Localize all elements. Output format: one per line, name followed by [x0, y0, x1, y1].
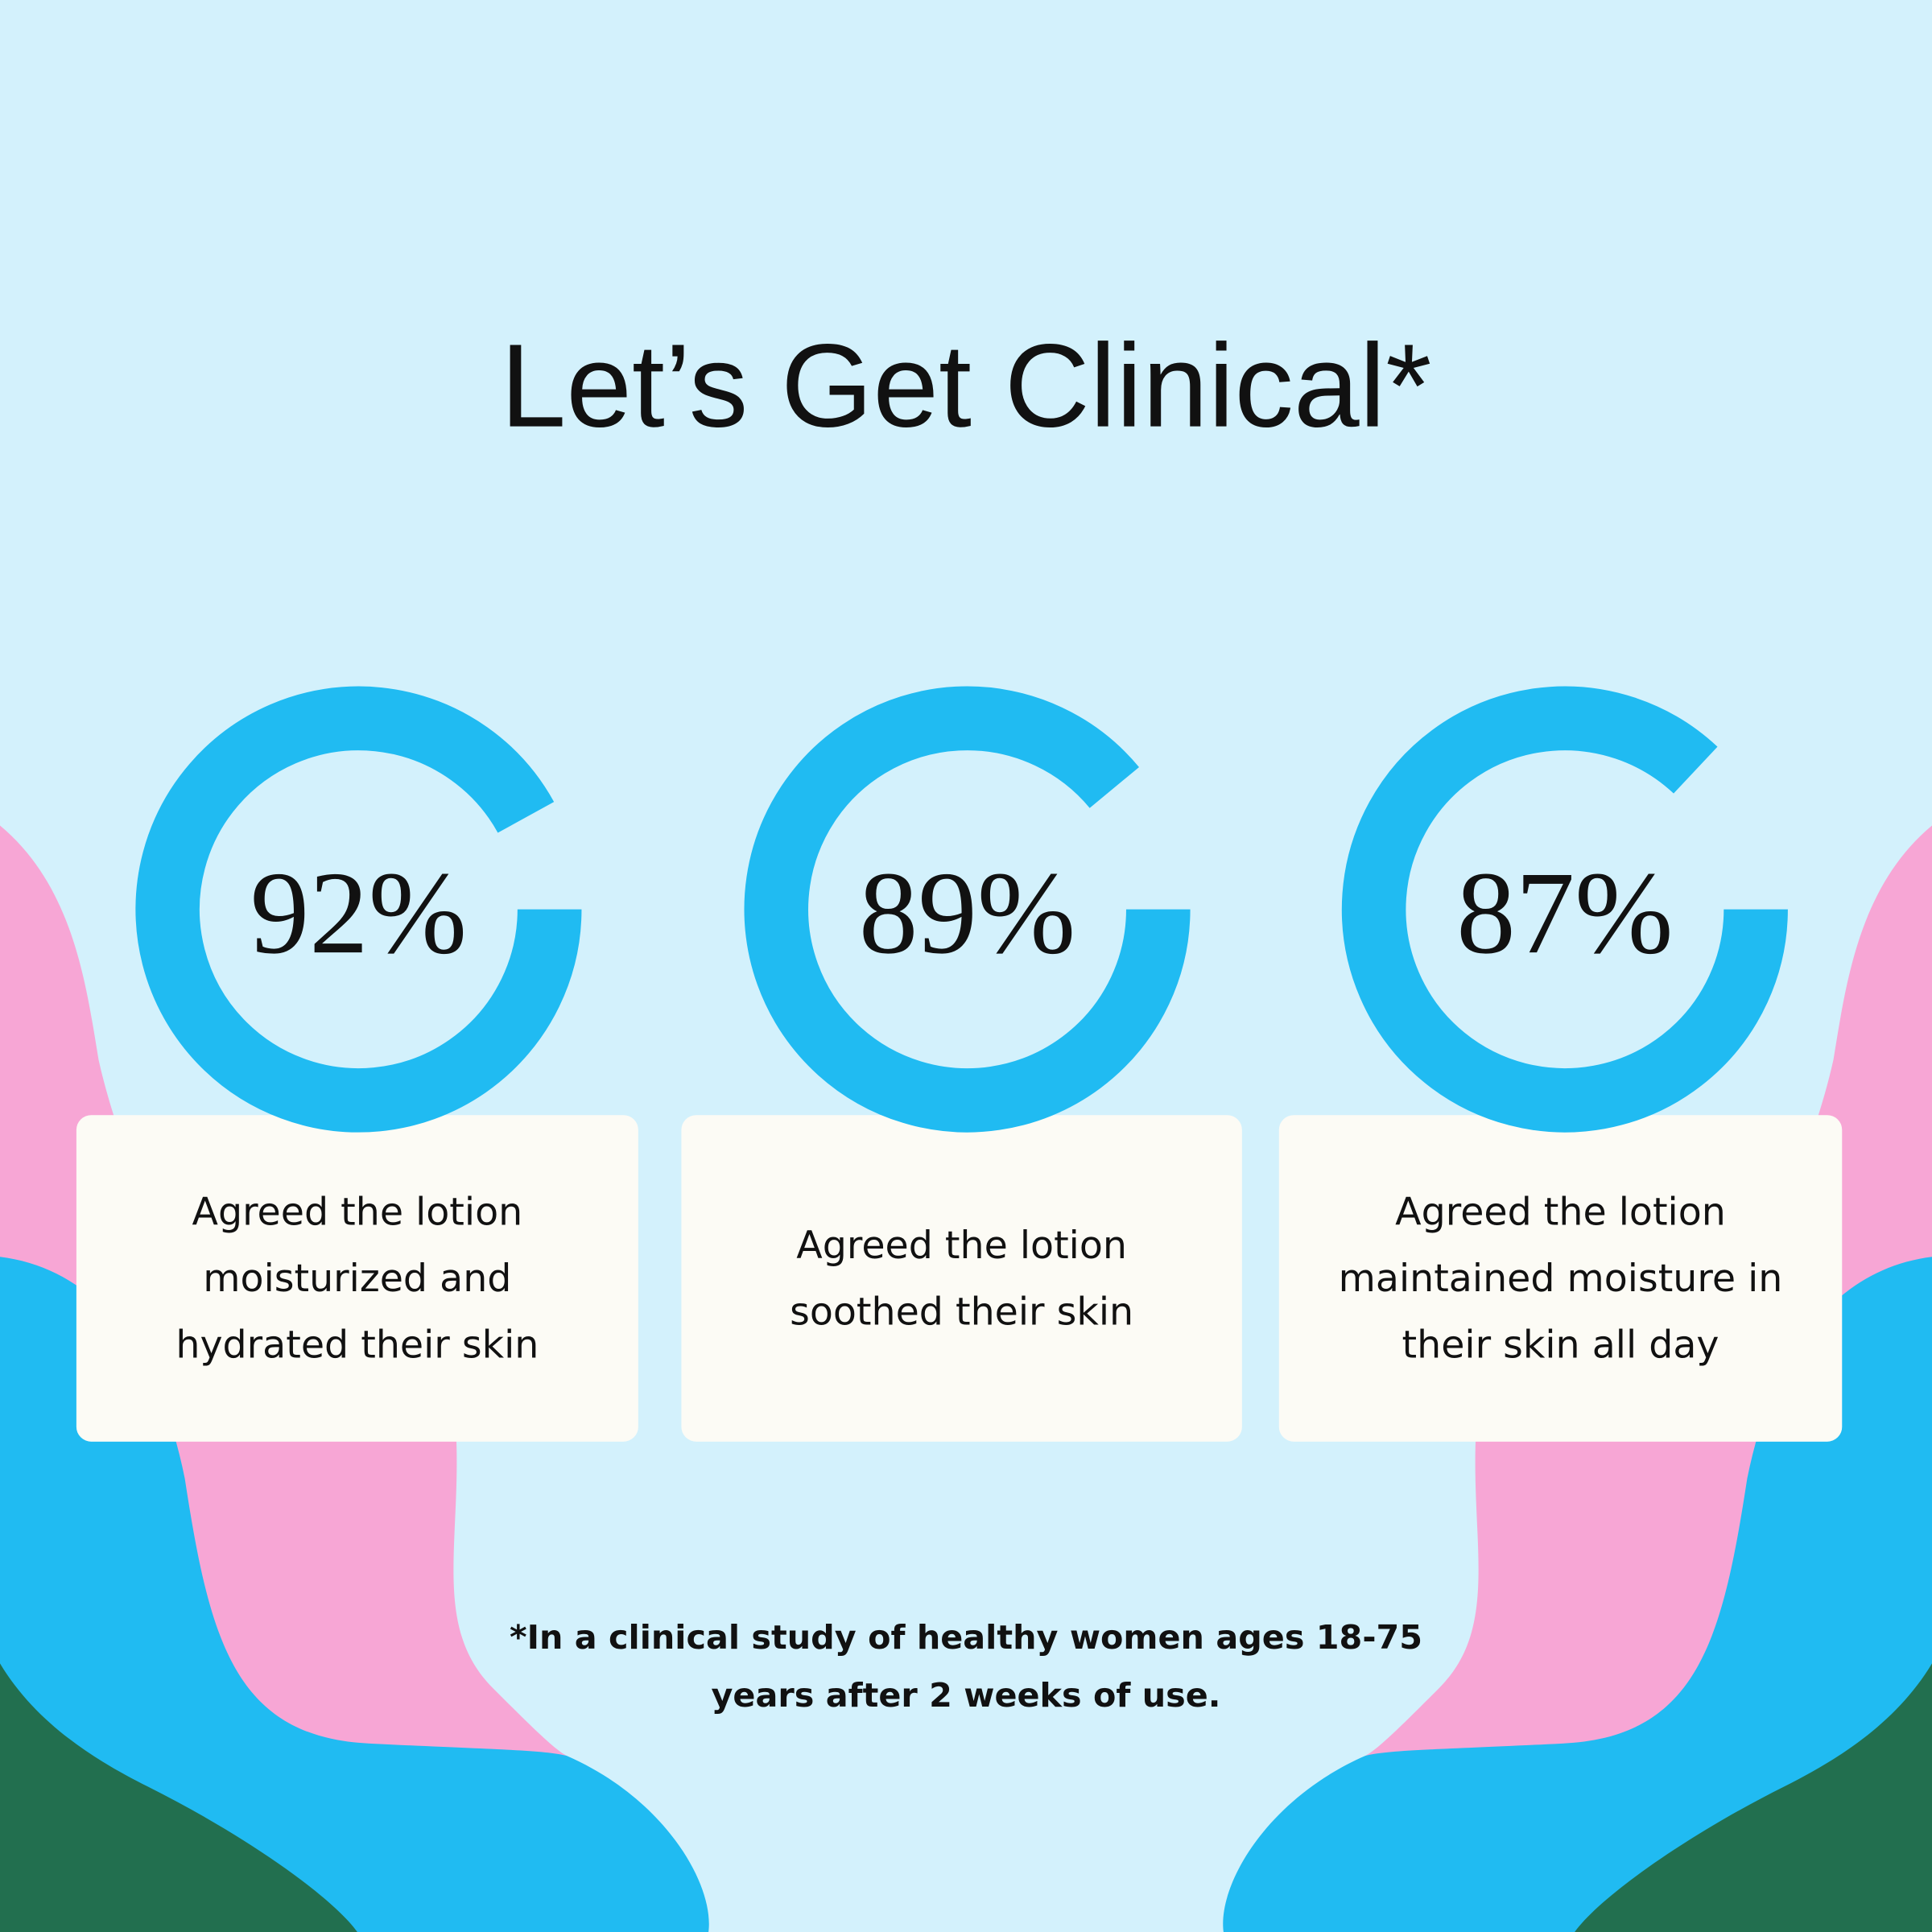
note-box: *In a clinical study of healthy women ag…	[509, 1619, 1422, 1715]
card-text-box: Agreed the lotion moisturized and hydrat…	[175, 1189, 539, 1368]
title: Let’s Get Clinical*	[501, 320, 1432, 452]
green-blob	[1575, 1663, 1932, 1932]
percent-label: 87%	[1456, 847, 1673, 978]
percent-label: 89%	[859, 847, 1075, 978]
green-blob	[0, 1663, 357, 1932]
percent-label: 92%	[250, 847, 467, 978]
card	[76, 1115, 638, 1442]
footnote: *In a clinical study of healthy women ag…	[509, 1619, 1422, 1715]
card-text-box: Agreed the lotion maintained moisture in…	[1338, 1189, 1783, 1368]
right-decoration	[1223, 825, 1932, 1932]
card	[681, 1115, 1242, 1442]
card-text: Agreed the lotion soothed their skin	[790, 1223, 1134, 1334]
card-text-box: Agreed the lotion soothed their skin	[790, 1223, 1134, 1334]
progress-ring	[1341, 686, 1788, 1133]
blue-blob	[1223, 1257, 1932, 1932]
left-decoration	[0, 825, 709, 1932]
blue-blob	[0, 1257, 709, 1932]
progress-ring	[744, 686, 1191, 1133]
card-text: Agreed the lotion maintained moisture in…	[1338, 1189, 1783, 1368]
card	[1278, 1115, 1843, 1442]
progress-ring	[135, 686, 582, 1133]
card-text: Agreed the lotion moisturized and hydrat…	[175, 1189, 539, 1368]
